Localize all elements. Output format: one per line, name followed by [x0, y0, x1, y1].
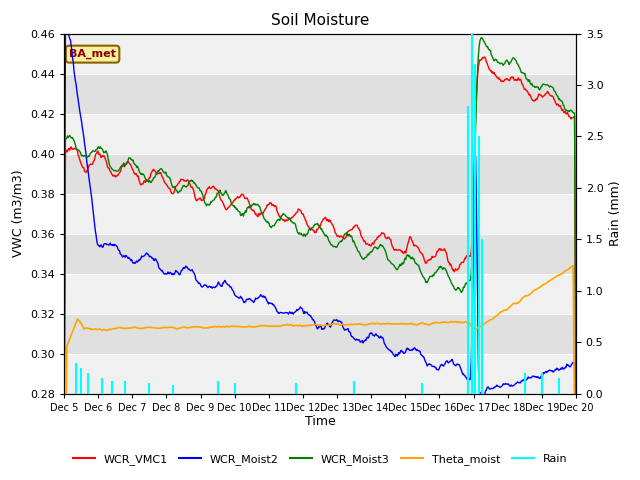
Bar: [64, 154, 576, 193]
Y-axis label: Rain (mm): Rain (mm): [609, 181, 622, 246]
X-axis label: Time: Time: [305, 415, 335, 429]
Bar: [64, 313, 576, 354]
Bar: [64, 114, 576, 154]
Bar: [64, 73, 576, 114]
Bar: [64, 34, 576, 73]
Bar: [64, 354, 576, 394]
Bar: [64, 234, 576, 274]
Bar: [64, 193, 576, 234]
Y-axis label: VWC (m3/m3): VWC (m3/m3): [12, 170, 24, 257]
Bar: [64, 274, 576, 313]
Legend: WCR_VMC1, WCR_Moist2, WCR_Moist3, Theta_moist, Rain: WCR_VMC1, WCR_Moist2, WCR_Moist3, Theta_…: [68, 450, 572, 469]
Title: Soil Moisture: Soil Moisture: [271, 13, 369, 28]
Text: BA_met: BA_met: [69, 49, 116, 59]
